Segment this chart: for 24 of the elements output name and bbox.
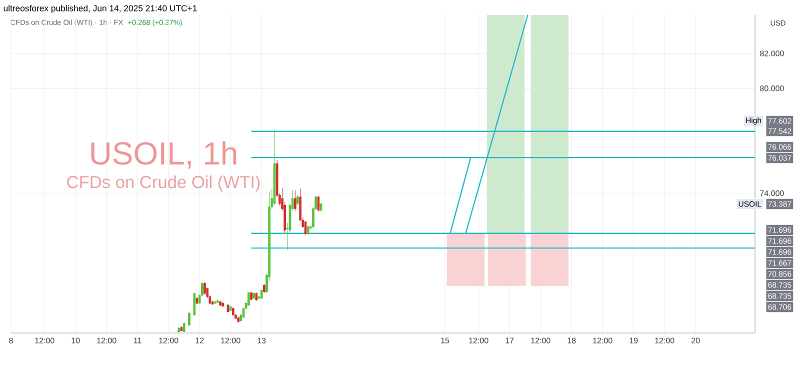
x-tick-label: 15 bbox=[441, 338, 450, 344]
text: CFDs on Crude Oil (WTI) bbox=[67, 175, 260, 192]
text: USOIL, 1h bbox=[91, 141, 236, 169]
x-tick-label: 17 bbox=[506, 338, 514, 344]
x-tick-label: 12:00 bbox=[469, 338, 488, 344]
x-tick-label: 12:00 bbox=[531, 338, 550, 344]
x-tick-label: 13 bbox=[258, 338, 266, 344]
x-tick-label: 12:00 bbox=[35, 338, 54, 344]
x-tick-label: 8 bbox=[9, 338, 13, 344]
x-tick-label: 10 bbox=[72, 338, 80, 344]
text: ultreosforex published, Jun 14, 2025 21:40 UTC+1 bbox=[4, 4, 197, 14]
x-tick-label: 11 bbox=[134, 338, 142, 344]
x-tick-label: 19 bbox=[630, 338, 638, 344]
x-tick-label: 12:00 bbox=[593, 338, 612, 344]
x-tick-label: 12 bbox=[196, 338, 204, 344]
x-tick-label: 20 bbox=[692, 338, 700, 344]
y-tick-label: 80.000 bbox=[760, 86, 784, 92]
x-tick-label: 12:00 bbox=[221, 338, 240, 344]
x-tick-label: 12:00 bbox=[97, 338, 116, 344]
y-tick-label: 74.000 bbox=[760, 190, 784, 196]
x-tick-label: 12:00 bbox=[655, 338, 674, 344]
y-tick-label: 82.000 bbox=[760, 50, 784, 56]
x-tick-label: 18 bbox=[568, 338, 576, 344]
x-tick-label: 12:00 bbox=[159, 338, 178, 344]
